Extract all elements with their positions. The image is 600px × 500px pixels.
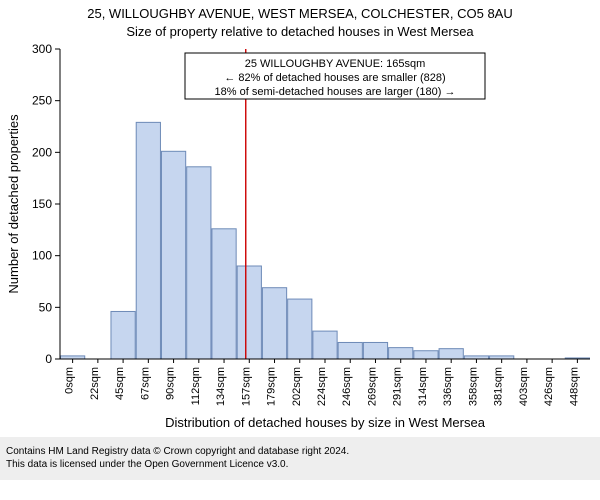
y-tick-label: 0 xyxy=(45,352,52,366)
chart-titles: 25, WILLOUGHBY AVENUE, WEST MERSEA, COLC… xyxy=(0,0,600,41)
x-tick-label: 157sqm xyxy=(240,367,252,406)
y-tick-label: 100 xyxy=(32,248,52,262)
annotation-line-3: 18% of semi-detached houses are larger (… xyxy=(215,86,456,98)
histogram-bar xyxy=(262,287,286,358)
x-tick-label: 448sqm xyxy=(568,367,580,406)
x-tick-label: 336sqm xyxy=(442,367,454,406)
x-tick-label: 179sqm xyxy=(266,367,278,406)
histogram-chart: 0 50 100 150 200 250 300 0sqm 22sqm 45sqm 67sqm 90s… xyxy=(0,41,600,437)
x-tick-label: 90sqm xyxy=(165,367,177,400)
histogram-bar xyxy=(439,348,463,358)
histogram-bar xyxy=(111,311,135,359)
histogram-svg: 0 50 100 150 200 250 300 0sqm 22sqm 45sqm 67sqm 90s… xyxy=(0,41,600,437)
x-tick-label: 246sqm xyxy=(341,367,353,406)
x-tick-label: 426sqm xyxy=(543,367,555,406)
x-axis-label: Distribution of detached houses by size … xyxy=(165,415,486,430)
credit-box: Contains HM Land Registry data © Crown c… xyxy=(0,437,600,480)
histogram-bar xyxy=(389,347,413,358)
y-axis-label: Number of detached properties xyxy=(6,113,21,293)
x-tick-label: 403sqm xyxy=(518,367,530,406)
histogram-bar xyxy=(136,122,160,359)
x-tick-label: 112sqm xyxy=(190,367,202,405)
histogram-bar xyxy=(313,331,337,359)
histogram-bar xyxy=(161,151,185,359)
x-tick-label: 67sqm xyxy=(139,367,151,400)
histogram-bar xyxy=(237,266,261,359)
y-tick-label: 250 xyxy=(32,93,52,107)
x-tick-label: 224sqm xyxy=(316,367,328,406)
x-tick-label: 381sqm xyxy=(493,367,505,406)
x-tick-label: 269sqm xyxy=(366,367,378,406)
x-tick-label: 0sqm xyxy=(64,367,76,394)
histogram-bar xyxy=(212,228,236,358)
x-tick-label: 291sqm xyxy=(392,367,404,406)
annotation-line-2: ← 82% of detached houses are smaller (82… xyxy=(224,72,445,84)
x-tick-label: 22sqm xyxy=(89,367,101,400)
y-tick-label: 300 xyxy=(32,42,52,56)
annotation-line-1: 25 WILLOUGHBY AVENUE: 165sqm xyxy=(245,58,426,70)
y-tick-label: 150 xyxy=(32,197,52,211)
histogram-bar xyxy=(363,342,387,359)
histogram-bar xyxy=(288,299,312,359)
histogram-bar xyxy=(414,350,438,358)
x-tick-label: 358sqm xyxy=(467,367,479,406)
histogram-bar xyxy=(338,342,362,359)
x-tick-label: 314sqm xyxy=(417,367,429,406)
chart-subtitle: Size of property relative to detached ho… xyxy=(0,22,600,40)
y-tick-label: 200 xyxy=(32,145,52,159)
x-tick-label: 45sqm xyxy=(114,367,126,400)
y-tick-label: 50 xyxy=(39,300,53,314)
histogram-bar xyxy=(187,166,211,358)
credit-line-2: This data is licensed under the Open Gov… xyxy=(6,458,594,472)
credit-line-1: Contains HM Land Registry data © Crown c… xyxy=(6,445,594,459)
chart-title-address: 25, WILLOUGHBY AVENUE, WEST MERSEA, COLC… xyxy=(0,0,600,22)
x-tick-label: 202sqm xyxy=(291,367,303,406)
x-tick-label: 134sqm xyxy=(215,367,227,406)
